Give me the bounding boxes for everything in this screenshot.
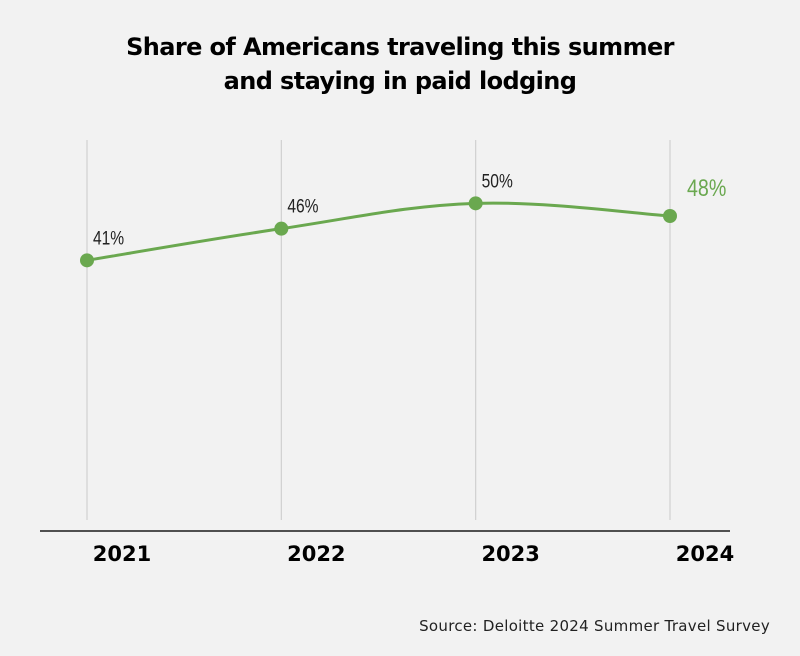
data-label-2021: 41% xyxy=(93,227,124,249)
data-label-2022: 46% xyxy=(287,195,318,217)
series-line xyxy=(86,201,671,262)
gridlines xyxy=(86,140,671,520)
x-tick-label-2023: 2023 xyxy=(481,542,539,566)
data-point-2021 xyxy=(80,253,94,268)
line-chart: 41% 46% 50% 48% 2021 2022 2023 2024 xyxy=(40,140,734,566)
data-points xyxy=(80,196,677,268)
data-point-2022 xyxy=(274,221,289,236)
x-tick-label-2022: 2022 xyxy=(287,542,345,566)
data-labels: 41% 46% 50% 48% xyxy=(93,170,726,249)
source-note: Source: Deloitte 2024 Summer Travel Surv… xyxy=(419,617,770,635)
x-tick-label-2021: 2021 xyxy=(93,542,151,566)
data-point-2023 xyxy=(468,196,483,211)
chart-title-line-1: Share of Americans traveling this summer xyxy=(126,33,674,61)
chart-title-line-2: and staying in paid lodging xyxy=(223,67,577,95)
x-tick-label-2024: 2024 xyxy=(676,542,734,566)
x-tick-labels: 2021 2022 2023 2024 xyxy=(93,542,734,566)
chart-title: Share of Americans traveling this summer… xyxy=(0,30,800,98)
data-label-2023: 50% xyxy=(482,170,513,192)
data-label-2024: 48% xyxy=(687,174,726,201)
data-point-2024 xyxy=(663,209,677,223)
